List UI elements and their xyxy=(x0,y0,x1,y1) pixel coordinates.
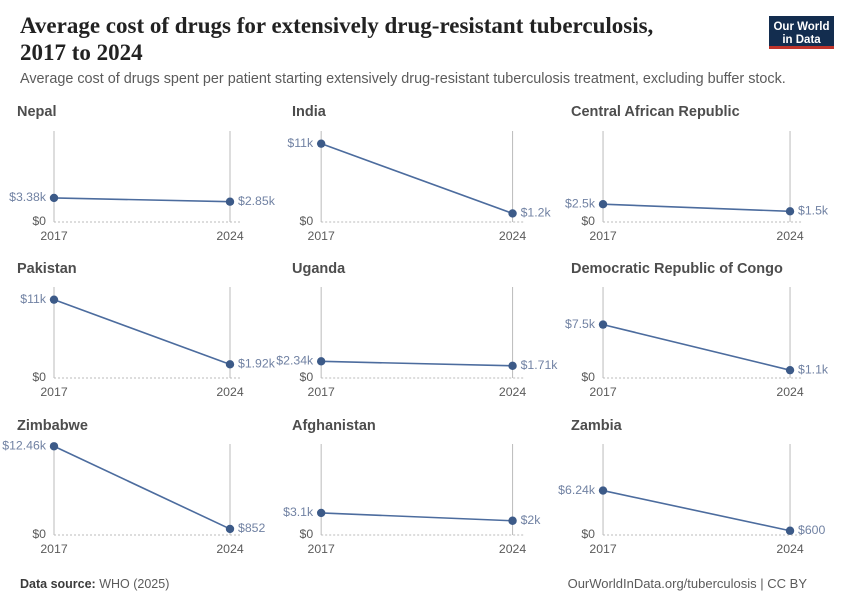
svg-text:2017: 2017 xyxy=(589,385,616,399)
svg-text:2017: 2017 xyxy=(589,542,616,556)
svg-text:$0: $0 xyxy=(581,370,595,384)
svg-text:$2.34k: $2.34k xyxy=(277,354,315,368)
svg-text:2024: 2024 xyxy=(776,229,803,243)
svg-text:2017: 2017 xyxy=(589,229,616,243)
svg-text:$3.1k: $3.1k xyxy=(283,505,314,519)
svg-text:2024: 2024 xyxy=(216,385,243,399)
svg-text:2024: 2024 xyxy=(776,542,803,556)
svg-text:2017: 2017 xyxy=(40,229,67,243)
svg-text:$600: $600 xyxy=(798,523,825,537)
svg-text:2017: 2017 xyxy=(308,385,335,399)
svg-text:$0: $0 xyxy=(32,370,46,384)
svg-text:$7.5k: $7.5k xyxy=(565,317,596,331)
svg-text:$1.5k: $1.5k xyxy=(798,204,829,218)
svg-text:$0: $0 xyxy=(300,214,314,228)
svg-text:2017: 2017 xyxy=(308,229,335,243)
svg-text:$852: $852 xyxy=(238,521,265,535)
svg-text:$11k: $11k xyxy=(20,292,47,306)
svg-text:$3.38k: $3.38k xyxy=(9,190,47,204)
svg-text:$1.2k: $1.2k xyxy=(521,206,552,220)
svg-text:2024: 2024 xyxy=(216,542,243,556)
svg-text:2017: 2017 xyxy=(308,542,335,556)
svg-text:2017: 2017 xyxy=(40,542,67,556)
svg-text:$0: $0 xyxy=(581,214,595,228)
svg-text:2024: 2024 xyxy=(499,229,526,243)
svg-text:$2k: $2k xyxy=(521,513,542,527)
svg-text:$11k: $11k xyxy=(288,136,315,150)
svg-text:$0: $0 xyxy=(300,527,314,541)
svg-text:$1.92k: $1.92k xyxy=(238,357,276,371)
svg-text:$1.71k: $1.71k xyxy=(521,358,559,372)
svg-text:$1.1k: $1.1k xyxy=(798,362,829,376)
svg-text:2017: 2017 xyxy=(40,385,67,399)
svg-text:2024: 2024 xyxy=(776,385,803,399)
svg-text:$6.24k: $6.24k xyxy=(558,483,596,497)
svg-text:$0: $0 xyxy=(300,370,314,384)
svg-text:$12.46k: $12.46k xyxy=(2,439,47,453)
svg-text:$2.5k: $2.5k xyxy=(565,196,596,210)
svg-text:$0: $0 xyxy=(581,527,595,541)
svg-text:$2.85k: $2.85k xyxy=(238,194,276,208)
svg-text:2024: 2024 xyxy=(499,542,526,556)
svg-text:$0: $0 xyxy=(32,527,46,541)
svg-text:2024: 2024 xyxy=(216,229,243,243)
svg-text:$0: $0 xyxy=(32,214,46,228)
svg-text:2024: 2024 xyxy=(499,385,526,399)
